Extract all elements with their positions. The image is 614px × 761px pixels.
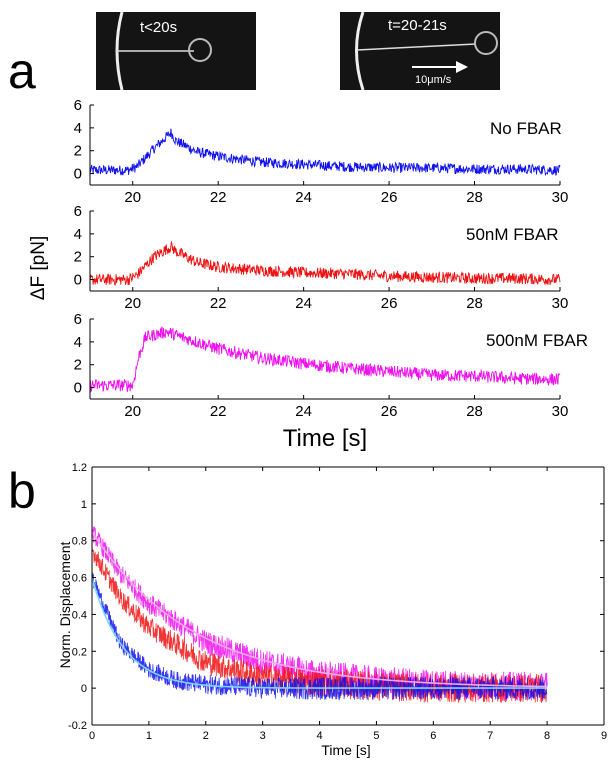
y-tick-label: 6 (74, 97, 82, 114)
x-tick-label: 7 (487, 730, 493, 742)
trace-fbar_500nM (91, 526, 548, 702)
y-tick-label: 0 (74, 166, 82, 183)
x-tick-label: 5 (373, 730, 379, 742)
y-tick-label: 0.6 (72, 573, 87, 585)
condition-label-no-fbar: No FBAR (490, 119, 562, 138)
trace-500nm-fbar (89, 326, 561, 393)
micrograph-pulling-bead (474, 31, 498, 55)
y-tick-label: 0.8 (72, 536, 87, 548)
x-tick-label: 20 (124, 189, 141, 206)
panel-letter-b: b (8, 463, 36, 519)
condition-label-500nm-fbar: 500nM FBAR (486, 331, 588, 350)
x-tick-label: 26 (381, 189, 398, 206)
micrograph-pulling-tether (356, 43, 477, 51)
y-tick-label: 1.2 (72, 462, 87, 474)
x-tick-label: 30 (552, 189, 569, 206)
y-tick-label: 0 (74, 272, 82, 289)
x-tick-label: 22 (210, 403, 227, 420)
trace-no_fbar (91, 572, 548, 701)
y-tick-label: 0 (74, 380, 82, 397)
panel-b-displacement-plot: -0.200.20.40.60.811.20 1 2 3 4 5 6 7 8 9 (68, 462, 607, 742)
y-tick-label: 6 (74, 203, 82, 220)
x-tick-label: 30 (552, 295, 569, 312)
x-tick-label: 28 (466, 295, 483, 312)
panel-letter-a: a (8, 43, 36, 99)
x-tick-label: 3 (260, 730, 266, 742)
x-tick-label: 1 (146, 730, 152, 742)
micrograph-pulling-background (340, 12, 500, 90)
y-tick-label: 0.2 (72, 646, 87, 658)
x-tick-label: 26 (381, 295, 398, 312)
y-tick-label: 2 (74, 143, 82, 160)
x-tick-label: 26 (381, 403, 398, 420)
micrograph-before: t<20s (96, 11, 256, 91)
panel-a-y-axis-title: ΔF [pN] (28, 236, 49, 300)
arrow-right-icon (456, 61, 468, 73)
y-tick-label: 4 (74, 334, 82, 351)
x-tick-label: 24 (295, 403, 312, 420)
y-tick-label: 0 (81, 683, 87, 695)
x-tick-label: 30 (552, 403, 569, 420)
fit-curve-fit_500nM (91, 531, 548, 688)
x-tick-label: 24 (295, 189, 312, 206)
trace-no-fbar (89, 128, 561, 177)
micrograph-pulling-cell-edge (355, 11, 365, 91)
fit-curve-fit_no_fbar (91, 577, 548, 689)
x-tick-label: 28 (466, 403, 483, 420)
x-tick-label: 22 (210, 189, 227, 206)
panel-a-x-axis-title: Time [s] (283, 425, 367, 452)
trace-50nm-fbar (89, 241, 561, 286)
x-tick-label: 4 (316, 730, 322, 742)
x-tick-label: 2 (203, 730, 209, 742)
micrograph-before-bead (188, 38, 212, 62)
y-tick-label: 2 (74, 249, 82, 266)
micrograph-before-label: t<20s (140, 19, 177, 36)
x-tick-label: 8 (544, 730, 550, 742)
panel-b-y-axis-title: Norm. Displacement (57, 541, 73, 668)
x-tick-label: 28 (466, 189, 483, 206)
y-tick-label: -0.2 (68, 720, 87, 732)
y-tick-label: 6 (74, 311, 82, 328)
y-tick-label: 2 (74, 357, 82, 374)
y-tick-label: 1 (81, 499, 87, 511)
x-tick-label: 24 (295, 295, 312, 312)
x-tick-label: 6 (430, 730, 436, 742)
y-tick-label: 4 (74, 226, 82, 243)
x-tick-label: 0 (89, 730, 95, 742)
micrograph-pulling: t=20-21s 10μm/s (340, 11, 500, 91)
y-tick-label: 0.4 (72, 609, 87, 621)
micrograph-pulling-scale-label: 10μm/s (415, 74, 452, 86)
x-tick-label: 9 (601, 730, 607, 742)
x-tick-label: 20 (124, 295, 141, 312)
trace-fbar_50nM (91, 543, 548, 703)
x-tick-label: 20 (124, 403, 141, 420)
panel-b-x-axis-title: Time [s] (321, 742, 370, 758)
x-tick-label: 22 (210, 295, 227, 312)
condition-label-50nm-fbar: 50nM FBAR (466, 225, 559, 244)
y-tick-label: 4 (74, 120, 82, 137)
micrograph-pulling-label: t=20-21s (388, 17, 447, 34)
